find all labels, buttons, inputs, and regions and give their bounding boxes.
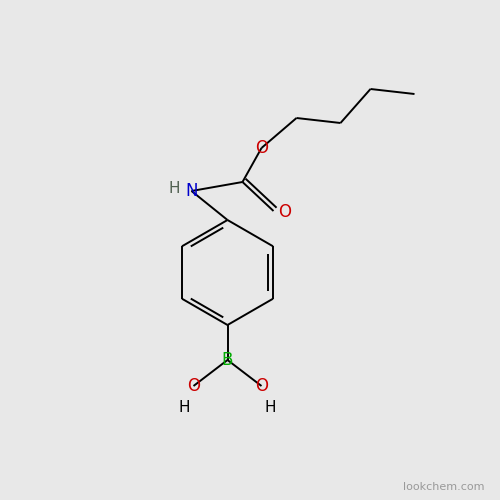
Text: O: O	[187, 377, 200, 395]
Text: H: H	[178, 400, 190, 414]
Text: O: O	[278, 203, 291, 221]
Text: N: N	[185, 182, 198, 200]
Text: O: O	[255, 139, 268, 157]
Text: H: H	[264, 400, 276, 414]
Text: B: B	[222, 351, 233, 369]
Text: lookchem.com: lookchem.com	[404, 482, 485, 492]
Text: O: O	[255, 377, 268, 395]
Text: H: H	[168, 180, 180, 196]
